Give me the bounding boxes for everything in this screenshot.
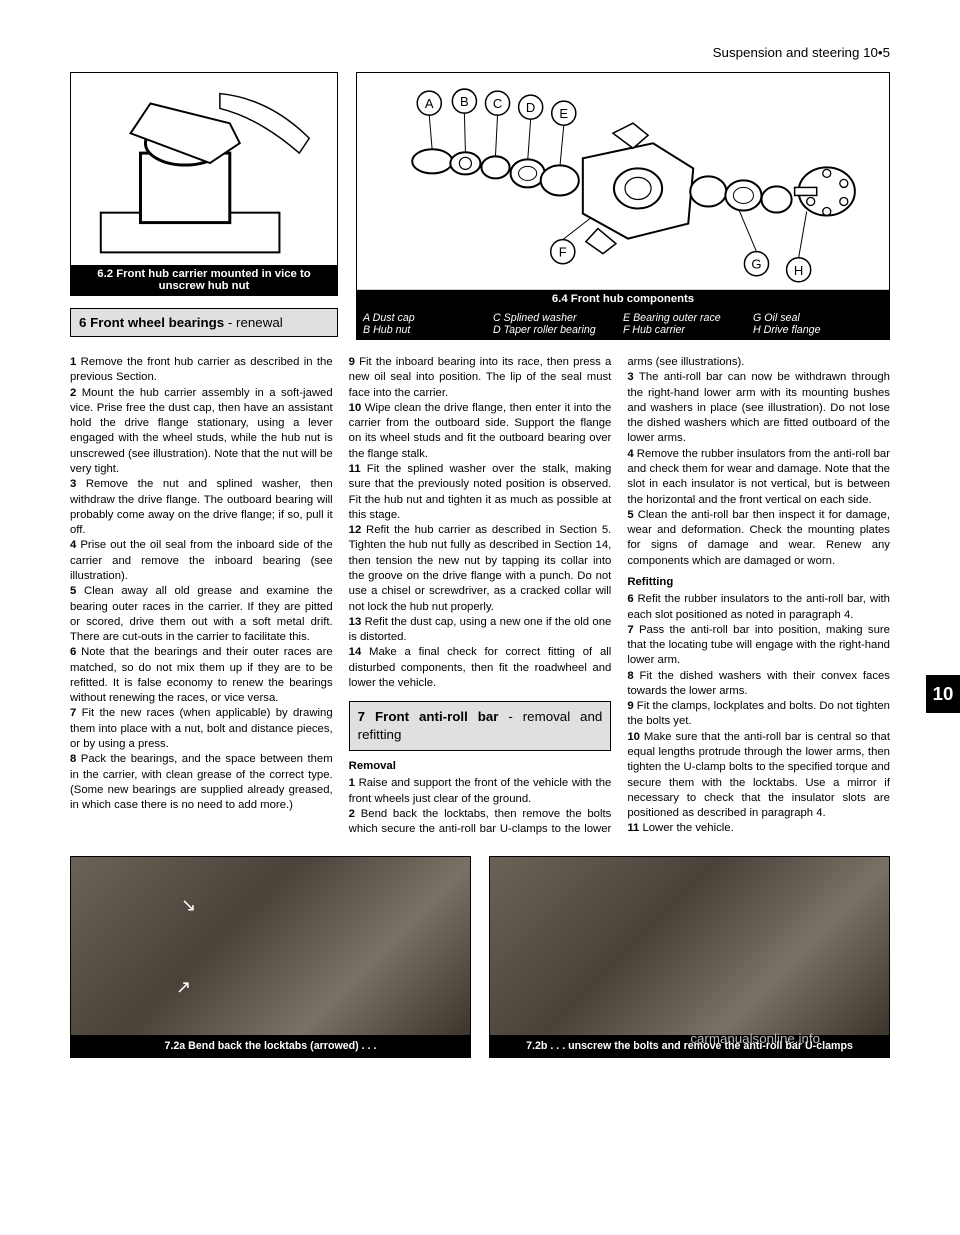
figure-6-2: 6.2 Front hub carrier mounted in vice to… xyxy=(70,72,338,296)
section-7-num: 7 xyxy=(358,709,365,724)
arrow-icon: ↘ xyxy=(181,895,196,916)
figure-6-4-caption: 6.4 Front hub components xyxy=(357,289,889,309)
p4: Prise out the oil seal from the inboard … xyxy=(70,539,333,582)
figure-7-2b-photo xyxy=(490,857,889,1035)
p5: Clean away all old grease and examine th… xyxy=(70,585,333,643)
legend-d: D Taper roller bearing xyxy=(493,324,623,336)
svg-text:F: F xyxy=(559,245,567,260)
section-6-title: Front wheel bearings xyxy=(90,315,224,330)
p3: Remove the nut and splined washer, then … xyxy=(70,478,333,536)
figure-7-2a: ↘ ↗ 7.2a Bend back the locktabs (arrowed… xyxy=(70,856,471,1058)
p11: Fit the splined washer over the stalk, m… xyxy=(349,463,612,521)
svg-text:D: D xyxy=(526,100,535,115)
p8: Pack the bearings, and the space between… xyxy=(70,753,333,811)
legend-c: C Splined washer xyxy=(493,312,623,324)
legend-e: E Bearing outer race xyxy=(623,312,753,324)
figure-6-4: A B C D E F G H xyxy=(356,72,890,340)
legend-h: H Drive flange xyxy=(753,324,883,336)
svg-text:E: E xyxy=(559,106,568,121)
legend-f: F Hub carrier xyxy=(623,324,753,336)
watermark: carmanualsonline.info xyxy=(690,1031,820,1046)
removal-heading: Removal xyxy=(349,759,612,774)
svg-text:B: B xyxy=(460,94,469,109)
legend-a: A Dust cap xyxy=(363,312,493,324)
section-6-num: 6 xyxy=(79,315,86,330)
p12: Refit the hub carrier as described in Se… xyxy=(349,524,612,612)
legend-b: B Hub nut xyxy=(363,324,493,336)
sidebar-tab: 10 xyxy=(926,675,960,713)
figure-7-2b: 7.2b . . . unscrew the bolts and remove … xyxy=(489,856,890,1058)
s7-p5: Clean the anti-roll bar then inspect it … xyxy=(627,509,890,567)
s7-p10: Make sure that the anti-roll bar is cent… xyxy=(627,731,890,819)
s7-p4: Remove the rubber insulators from the an… xyxy=(627,448,890,506)
p14: Make a final check for correct fitting o… xyxy=(349,646,612,689)
figure-6-2-caption: 6.2 Front hub carrier mounted in vice to… xyxy=(71,265,337,295)
s7-p9: Fit the clamps, lockplates and bolts. Do… xyxy=(627,700,890,727)
s7-p6: Refit the rubber insulators to the anti-… xyxy=(627,593,890,620)
p6: Note that the bearings and their outer r… xyxy=(70,646,333,704)
s7-p7: Pass the anti-roll bar into position, ma… xyxy=(627,624,890,667)
p7: Fit the new races (when applicable) by d… xyxy=(70,707,333,750)
figure-7-2a-photo: ↘ ↗ xyxy=(71,857,470,1035)
svg-text:G: G xyxy=(751,257,761,272)
p10: Wipe clean the drive flange, then enter … xyxy=(349,402,612,460)
body-text: 1 Remove the front hub carrier as descri… xyxy=(70,355,890,838)
p1: Remove the front hub carrier as describe… xyxy=(70,356,333,383)
p2: Mount the hub carrier assembly in a soft… xyxy=(70,387,333,475)
section-6-header: 6 Front wheel bearings - renewal xyxy=(70,308,338,337)
s7-p1: Raise and support the front of the vehic… xyxy=(349,777,612,804)
arrow-icon: ↗ xyxy=(176,977,191,998)
s7-p3: The anti-roll bar can now be withdrawn t… xyxy=(627,371,890,444)
figure-6-4-legend: A Dust cap B Hub nut C Splined washer D … xyxy=(357,309,889,339)
s7-p11: Lower the vehicle. xyxy=(642,822,733,834)
refitting-heading: Refitting xyxy=(627,575,890,590)
legend-g: G Oil seal xyxy=(753,312,883,324)
figure-6-4-image: A B C D E F G H xyxy=(357,73,889,289)
section-7-title: Front anti-roll bar xyxy=(375,709,498,724)
svg-text:C: C xyxy=(493,96,502,111)
section-6-label: - renewal xyxy=(224,315,283,330)
section-7-header: 7 Front anti-roll bar - removal and refi… xyxy=(349,701,612,751)
svg-text:A: A xyxy=(425,96,434,111)
figure-6-2-image xyxy=(71,73,337,265)
p9: Fit the inboard bearing into its race, t… xyxy=(349,356,612,399)
s7-p8: Fit the dished washers with their convex… xyxy=(627,670,890,697)
p13: Refit the dust cap, using a new one if t… xyxy=(349,616,612,643)
svg-text:H: H xyxy=(794,263,803,278)
figure-7-2a-caption: 7.2a Bend back the locktabs (arrowed) . … xyxy=(71,1035,470,1057)
page-header: Suspension and steering 10•5 xyxy=(70,45,890,60)
